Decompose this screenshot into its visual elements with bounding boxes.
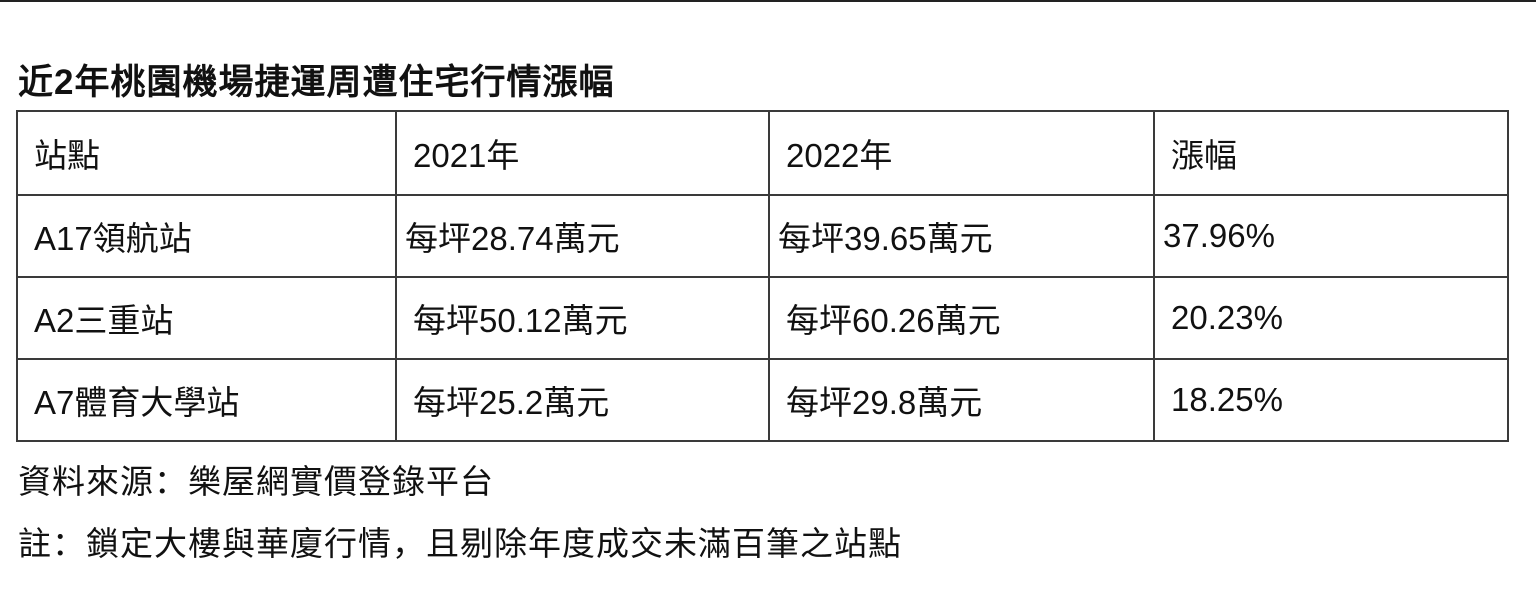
cell-2021: 每坪25.2萬元 — [395, 358, 770, 442]
table-row: A7體育大學站 每坪25.2萬元 每坪29.8萬元 18.25% — [16, 358, 1509, 442]
cell-2021: 每坪28.74萬元 — [395, 194, 770, 278]
cell-2021: 每坪50.12萬元 — [395, 276, 770, 360]
top-border-line — [0, 0, 1536, 2]
source-note: 資料來源：樂屋網實價登錄平台 — [18, 463, 494, 500]
price-table: 站點 2021年 2022年 漲幅 A17領航站 每坪28.74萬元 每坪39.… — [16, 110, 1509, 442]
cell-station: A2三重站 — [16, 276, 397, 360]
footnote: 註：鎖定大樓與華廈行情，且剔除年度成交未滿百筆之站點 — [18, 525, 902, 562]
header-2022: 2022年 — [768, 110, 1155, 196]
header-2021: 2021年 — [395, 110, 770, 196]
cell-2022: 每坪60.26萬元 — [768, 276, 1155, 360]
table-row: A2三重站 每坪50.12萬元 每坪60.26萬元 20.23% — [16, 276, 1509, 360]
table-header-row: 站點 2021年 2022年 漲幅 — [16, 110, 1509, 196]
header-increase: 漲幅 — [1153, 110, 1509, 196]
cell-increase: 20.23% — [1153, 276, 1509, 360]
cell-increase: 18.25% — [1153, 358, 1509, 442]
page-title: 近2年桃園機場捷運周遭住宅行情漲幅 — [18, 63, 615, 102]
cell-increase: 37.96% — [1153, 194, 1509, 278]
table-row: A17領航站 每坪28.74萬元 每坪39.65萬元 37.96% — [16, 194, 1509, 278]
cell-2022: 每坪29.8萬元 — [768, 358, 1155, 442]
header-station: 站點 — [16, 110, 397, 196]
cell-station: A7體育大學站 — [16, 358, 397, 442]
cell-station: A17領航站 — [16, 194, 397, 278]
cell-2022: 每坪39.65萬元 — [768, 194, 1155, 278]
